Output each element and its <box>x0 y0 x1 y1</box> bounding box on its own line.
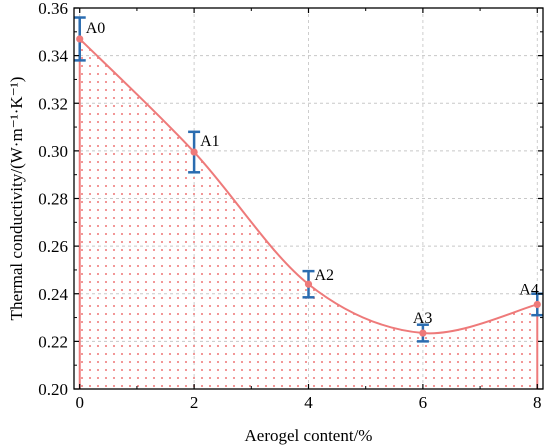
x-tick-label: 0 <box>75 393 84 412</box>
area-under-curve <box>79 38 538 389</box>
data-point-A0 <box>76 35 84 43</box>
data-point-A3 <box>419 329 427 337</box>
x-tick-label: 4 <box>304 393 313 412</box>
y-tick-label: 0.22 <box>38 332 68 351</box>
series-curve <box>79 38 538 335</box>
y-tick-label: 0.36 <box>38 0 68 18</box>
data-point-A4 <box>533 300 541 309</box>
y-tick-label: 0.24 <box>38 285 68 304</box>
y-tick-label: 0.20 <box>38 380 68 399</box>
data-point-A1 <box>190 148 198 156</box>
y-axis-label: Thermal conductivity/(W·m⁻¹·K⁻¹) <box>7 77 26 321</box>
point-label-A3: A3 <box>413 310 433 327</box>
y-tick-label: 0.26 <box>38 237 68 256</box>
axis-ticks: 0 2 4 6 8 0.20 0.22 0.24 0.26 0.28 0.30 0.32 0.34 0.3… <box>38 0 543 412</box>
data-points <box>76 35 541 337</box>
y-tick-label: 0.34 <box>38 47 68 66</box>
data-point-A2 <box>304 280 313 288</box>
point-labels: A0 A1 A2 A3 A4 <box>86 20 539 327</box>
x-axis-label: Aerogel content/% <box>245 426 373 445</box>
point-label-A1: A1 <box>200 133 220 150</box>
y-tick-label: 0.32 <box>38 94 68 113</box>
x-tick-label: 8 <box>533 393 542 412</box>
y-tick-label: 0.30 <box>38 142 68 161</box>
x-tick-label: 6 <box>419 393 428 412</box>
point-label-A2: A2 <box>315 267 335 284</box>
point-label-A0: A0 <box>86 20 106 37</box>
point-label-A4: A4 <box>519 281 539 298</box>
x-tick-label: 2 <box>190 393 199 412</box>
y-tick-label: 0.28 <box>38 190 68 209</box>
